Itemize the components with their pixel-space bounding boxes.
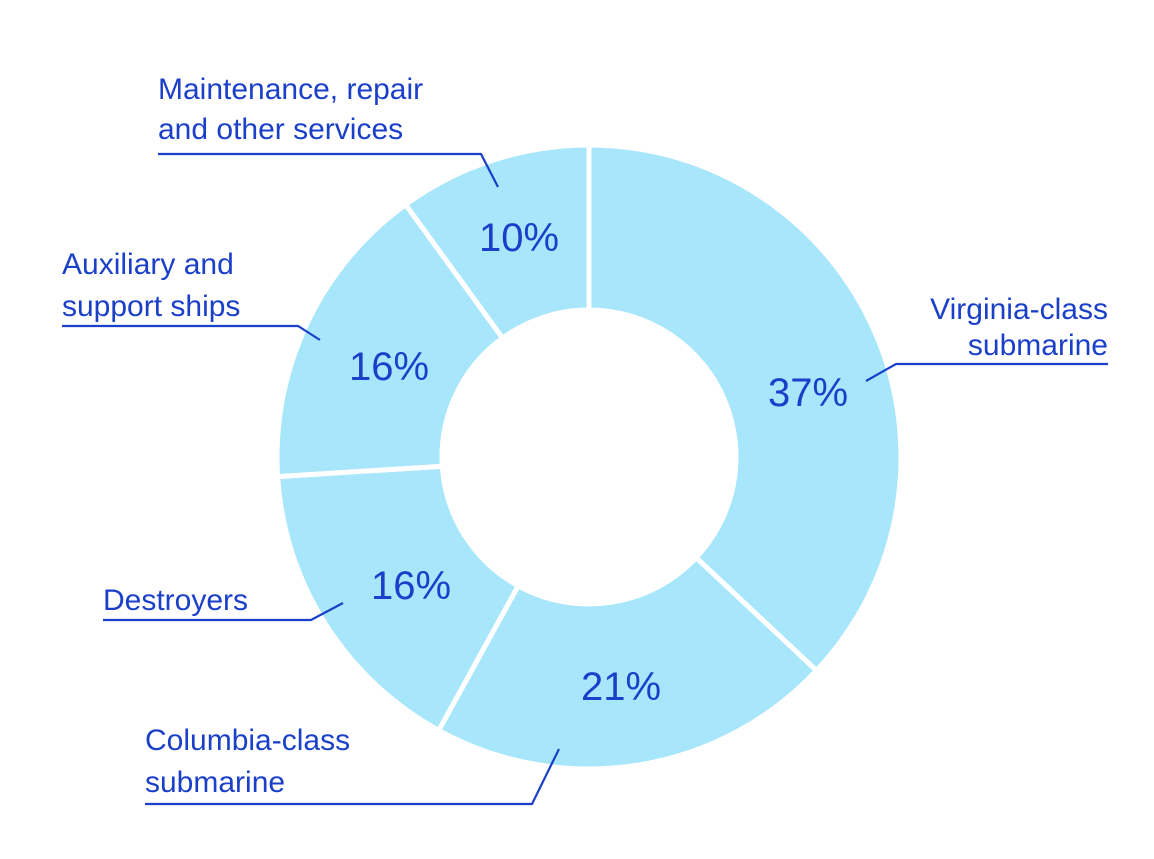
category-label: Destroyers: [103, 584, 248, 617]
slice-columbia-class-submarine: [435, 554, 820, 772]
category-label: Maintenance, repair and other services: [158, 73, 423, 146]
slice-maintenance-repair-and-other-services: [402, 142, 592, 342]
slice-destroyers: [274, 463, 522, 734]
category-label-line: support ships: [62, 290, 240, 323]
category-label-line: Virginia-class: [930, 293, 1108, 326]
percent-label: 10%: [479, 216, 559, 260]
leader-line: [103, 602, 344, 622]
leader-line: [62, 324, 321, 341]
percent-label: 16%: [371, 564, 451, 608]
category-label: Columbia-class submarine: [145, 724, 350, 799]
category-label-line: Auxiliary and: [62, 248, 234, 281]
leader-line: [158, 152, 499, 188]
leader-line: [865, 362, 1108, 382]
slice-virginia-class-submarine: [586, 142, 904, 675]
category-label-line: Maintenance, repair: [158, 73, 423, 106]
percent-label: 21%: [581, 665, 661, 709]
category-label: Virginia-class submarine: [930, 293, 1108, 362]
category-label-line: submarine: [968, 329, 1108, 362]
percent-label: 16%: [349, 345, 429, 389]
percent-labels-group: 37% 21% 16% 16% 10%: [349, 216, 848, 709]
percent-label: 37%: [768, 371, 848, 415]
category-label-line: Columbia-class: [145, 724, 350, 757]
category-label-line: and other services: [158, 113, 403, 146]
leader-lines-group: [62, 152, 1108, 806]
slice-auxiliary-and-support-ships: [274, 201, 507, 480]
category-label-line: submarine: [145, 766, 285, 799]
leader-line: [145, 748, 560, 806]
slices-group: [274, 142, 904, 772]
category-label-line: Destroyers: [103, 584, 248, 617]
category-label: Auxiliary and support ships: [62, 248, 240, 323]
